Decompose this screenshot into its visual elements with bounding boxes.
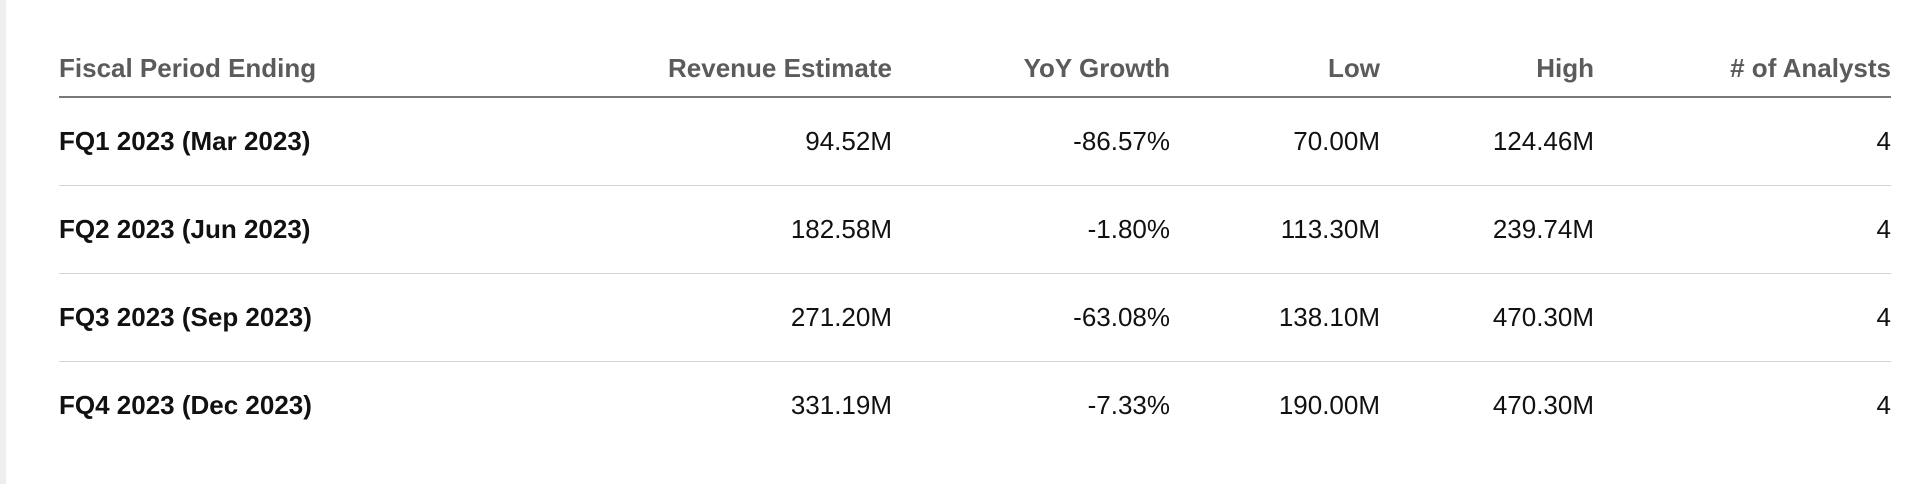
column-header-revenue-estimate: Revenue Estimate [614,40,892,98]
table-row: FQ1 2023 (Mar 2023) 94.52M -86.57% 70.00… [59,97,1891,186]
cell-high: 470.30M [1492,390,1594,420]
cell-fiscal-period: FQ4 2023 (Dec 2023) [59,390,312,420]
cell-analysts: 4 [1594,185,1891,274]
cell-revenue-estimate: 271.20M [614,273,892,362]
cell-yoy-growth: -63.08% [892,273,1170,362]
cell-yoy-growth: -1.80% [892,185,1170,274]
cell-low: 190.00M [1278,390,1380,420]
left-edge-strip [0,0,6,484]
revenue-estimates-table: Fiscal Period Ending Revenue Estimate Yo… [59,40,1891,449]
revenue-estimates-table-container: Fiscal Period Ending Revenue Estimate Yo… [59,40,1891,449]
table-row: FQ3 2023 (Sep 2023) 271.20M -63.08% 138.… [59,273,1891,362]
column-header-fiscal-period: Fiscal Period Ending [59,40,614,98]
column-header-high: High [1380,40,1594,98]
table-row: FQ4 2023 (Dec 2023) 331.19M -7.33% 190.0… [59,362,1891,450]
cell-high: 124.46M [1380,97,1594,186]
cell-revenue-estimate: 331.19M [790,390,892,420]
column-header-yoy-growth: YoY Growth [892,40,1170,98]
cell-analysts: 4 [1594,273,1891,362]
cell-yoy-growth: -86.57% [892,97,1170,186]
cell-yoy-growth: -7.33% [1087,390,1170,420]
cell-revenue-estimate: 94.52M [614,97,892,186]
column-header-low: Low [1170,40,1380,98]
table-row: FQ2 2023 (Jun 2023) 182.58M -1.80% 113.3… [59,185,1891,274]
cell-high: 470.30M [1380,273,1594,362]
cell-low: 70.00M [1170,97,1380,186]
cell-low: 113.30M [1170,185,1380,274]
cell-fiscal-period: FQ2 2023 (Jun 2023) [59,185,614,274]
cell-fiscal-period: FQ1 2023 (Mar 2023) [59,97,614,186]
column-header-analysts: # of Analysts [1594,40,1891,98]
cell-low: 138.10M [1170,273,1380,362]
table-header-row: Fiscal Period Ending Revenue Estimate Yo… [59,40,1891,98]
cell-fiscal-period: FQ3 2023 (Sep 2023) [59,273,614,362]
cell-analysts: 4 [1876,390,1891,420]
cell-revenue-estimate: 182.58M [614,185,892,274]
cell-high: 239.74M [1380,185,1594,274]
cell-analysts: 4 [1594,97,1891,186]
